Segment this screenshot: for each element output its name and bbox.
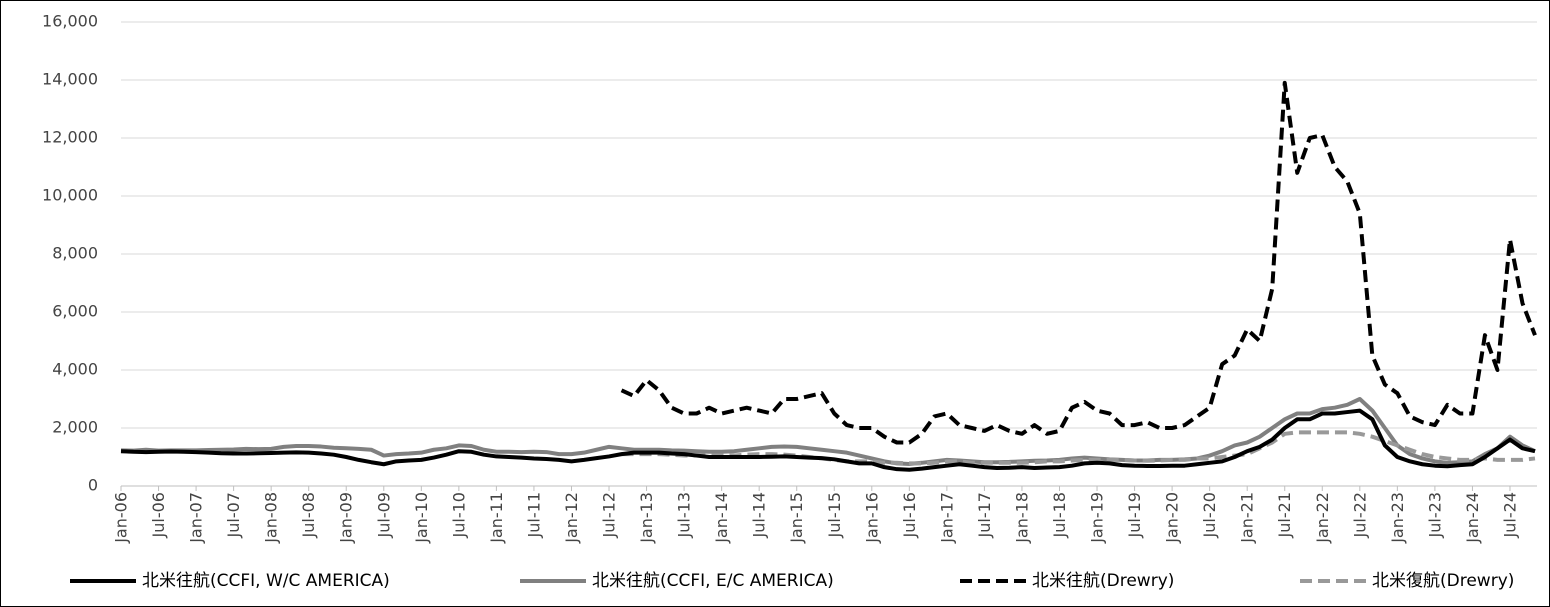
x-tick-label: Jan-22 — [1313, 492, 1332, 544]
x-tick-label: Jul-17 — [975, 492, 994, 538]
y-tick-label: 2,000 — [52, 418, 98, 437]
series-line — [621, 430, 1536, 466]
x-tick-label: Jan-09 — [337, 492, 356, 544]
x-tick-label: Jan-16 — [862, 492, 881, 544]
x-tick-label: Jul-24 — [1500, 492, 1519, 538]
x-tick-label: Jul-23 — [1425, 492, 1444, 538]
x-tick-label: Jul-16 — [900, 492, 919, 538]
x-tick-label: Jan-18 — [1012, 492, 1031, 544]
legend-label: 北米往航(CCFI, W/C AMERICA) — [142, 571, 390, 591]
x-tick-label: Jul-22 — [1350, 492, 1369, 538]
y-tick-label: 10,000 — [42, 186, 98, 205]
y-tick-label: 4,000 — [52, 360, 98, 379]
x-tick-label: Jan-07 — [187, 492, 206, 544]
x-tick-label: Jul-20 — [1200, 492, 1219, 538]
x-tick-label: Jul-11 — [524, 492, 543, 538]
x-tick-label: Jan-11 — [487, 492, 506, 544]
y-tick-label: 16,000 — [42, 12, 98, 31]
x-tick-label: Jul-07 — [224, 492, 243, 538]
x-tick-label: Jul-21 — [1275, 492, 1294, 538]
legend: 北米往航(CCFI, W/C AMERICA) 北米往航(CCFI, E/C AM… — [70, 571, 1514, 591]
y-tick-label: 14,000 — [42, 70, 98, 89]
x-tick-label: Jul-14 — [750, 492, 769, 538]
x-tick-label: Jul-10 — [449, 492, 468, 538]
x-tick-label: Jul-08 — [299, 492, 318, 538]
x-tick-label: Jul-18 — [1050, 492, 1069, 538]
x-tick-label: Jan-15 — [787, 492, 806, 544]
y-tick-label: 8,000 — [52, 244, 98, 263]
x-tick-label: Jan-23 — [1388, 492, 1407, 544]
x-tick-label: Jan-06 — [112, 492, 131, 544]
x-tick-label: Jul-12 — [600, 492, 619, 538]
legend-label: 北米往航(Drewry) — [1032, 571, 1174, 591]
y-tick-label: 0 — [88, 476, 98, 495]
x-tick-label: Jan-20 — [1163, 492, 1182, 544]
x-tick-label: Jul-13 — [675, 492, 694, 538]
y-tick-label: 12,000 — [42, 128, 98, 147]
legend-label: 北米往航(CCFI, E/C AMERICA) — [592, 571, 834, 591]
x-tick-label: Jan-13 — [637, 492, 656, 544]
series-line — [120, 397, 1536, 466]
x-tick-label: Jan-17 — [937, 492, 956, 544]
x-tick-label: Jan-14 — [712, 492, 731, 544]
x-tick-label: Jan-12 — [562, 492, 581, 544]
x-tick-label: Jan-21 — [1238, 492, 1257, 544]
series-line — [120, 408, 1536, 472]
legend-label: 北米復航(Drewry) — [1372, 571, 1514, 591]
x-tick-label: Jul-19 — [1125, 492, 1144, 538]
x-tick-label: Jul-15 — [825, 492, 844, 538]
x-tick-label: Jan-19 — [1088, 492, 1107, 544]
y-tick-label: 6,000 — [52, 302, 98, 321]
series-line — [620, 80, 1537, 445]
x-tick-label: Jan-10 — [412, 492, 431, 544]
x-tick-label: Jul-09 — [374, 492, 393, 538]
x-tick-label: Jul-06 — [149, 492, 168, 538]
x-tick-label: Jan-24 — [1463, 492, 1482, 544]
x-tick-label: Jan-08 — [262, 492, 281, 544]
